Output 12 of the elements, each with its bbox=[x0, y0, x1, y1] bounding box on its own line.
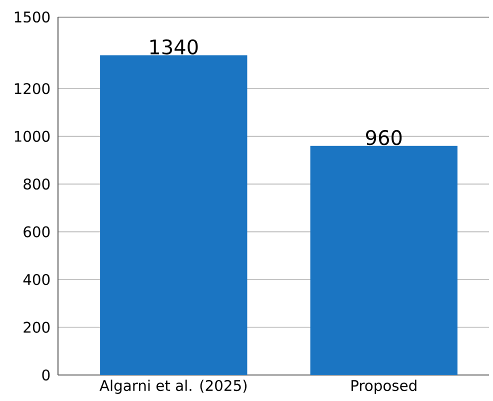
y-tick-label: 800 bbox=[24, 178, 50, 190]
y-tick-label: 400 bbox=[23, 274, 50, 286]
y-tick-label: 1000 bbox=[14, 130, 50, 142]
data-label: 1340 bbox=[150, 39, 198, 54]
y-tick-label: 1500 bbox=[14, 11, 50, 23]
y-tick-label: 200 bbox=[24, 322, 50, 333]
y-tick-label: 0 bbox=[42, 369, 50, 381]
y-tick-label: 600 bbox=[24, 226, 50, 238]
x-tick-label: Proposed bbox=[352, 380, 416, 394]
data-label: 960 bbox=[366, 130, 402, 146]
y-tick-label: 1200 bbox=[14, 83, 50, 94]
x-tick-label: Algarni et al. (2025) bbox=[100, 380, 247, 394]
